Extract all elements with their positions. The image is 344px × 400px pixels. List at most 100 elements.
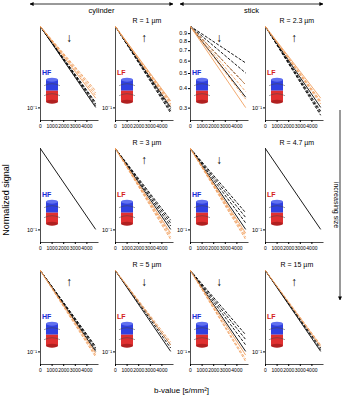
panel-title: R = 3 µm <box>133 139 162 147</box>
x-tick-label: 3000 <box>70 367 81 373</box>
y-tick-label: 10⁻¹ <box>27 105 37 111</box>
x-tick: 3000 <box>70 120 81 129</box>
icon-field <box>44 328 60 340</box>
icon-field <box>194 84 210 96</box>
y-tick-label: 10⁻¹ <box>27 349 37 355</box>
x-tick-label: 4000 <box>156 245 167 251</box>
panel-title: R = 2.3 µm <box>280 17 315 25</box>
y-tick: 0.4 <box>179 85 190 91</box>
y-tick: 10⁻¹ <box>252 227 265 233</box>
series-line <box>115 26 171 109</box>
icon-base <box>271 100 283 104</box>
icon-base <box>46 222 58 226</box>
lines <box>265 26 321 115</box>
x-tick-label: 2000 <box>133 123 144 129</box>
lines <box>40 270 96 357</box>
x-tick: 1000 <box>47 120 58 129</box>
panel: 0100020003000400010⁻¹LF↑R = 2.3 µm <box>252 17 323 129</box>
series-line <box>40 270 96 357</box>
x-tick-label: 4000 <box>156 123 167 129</box>
x-tick: 2000 <box>283 242 294 251</box>
y-axis: 10⁻¹ <box>252 271 265 365</box>
series-line <box>190 148 246 217</box>
cylinder-icon <box>194 78 210 104</box>
y-tick-label: 0.3 <box>179 105 187 111</box>
x-tick-label: 4000 <box>81 245 92 251</box>
x-tick-label: 3000 <box>220 367 231 373</box>
x-tick: 4000 <box>306 364 317 373</box>
y-tick: 10⁻¹ <box>102 349 115 355</box>
series-line <box>115 270 171 345</box>
x-tick-label: 1000 <box>47 123 58 129</box>
x-tick: 3000 <box>145 364 156 373</box>
x-tick: 2000 <box>283 120 294 129</box>
series-line <box>265 270 321 345</box>
y-tick: 0.5 <box>179 70 190 76</box>
x-tick: 1000 <box>122 120 133 129</box>
x-tick: 2000 <box>133 364 144 373</box>
icon-field <box>119 84 135 96</box>
y-tick-mark <box>38 229 40 230</box>
trend-arrow: ↑ <box>141 153 147 167</box>
x-tick: 1000 <box>272 364 283 373</box>
series-line <box>265 270 321 351</box>
x-tick-label: 3000 <box>220 245 231 251</box>
x-axis: 01000200030004000 <box>264 242 323 251</box>
x-tick-label: 0 <box>264 123 267 129</box>
series-line <box>40 148 96 229</box>
icon-cap <box>121 322 133 326</box>
lines <box>190 148 246 240</box>
y-axis-line <box>265 27 266 121</box>
x-tick: 2000 <box>208 120 219 129</box>
lines <box>115 148 171 240</box>
x-axis-line <box>191 364 249 365</box>
x-tick-label: 3000 <box>145 123 156 129</box>
x-tick-label: 4000 <box>81 123 92 129</box>
lines <box>265 270 321 351</box>
x-tick-label: 1000 <box>272 367 283 373</box>
icon-cap <box>46 78 58 82</box>
field-label: LF <box>267 313 276 320</box>
y-tick-label: 0.6 <box>179 58 187 64</box>
lines <box>115 270 171 351</box>
x-tick-label: 0 <box>39 123 42 129</box>
x-axis-line <box>41 364 99 365</box>
x-axis: 01000200030004000 <box>264 120 323 129</box>
x-axis: 01000200030004000 <box>264 364 323 373</box>
y-axis: 10⁻¹ <box>252 27 265 121</box>
y-tick: 10⁻¹ <box>177 227 190 233</box>
icon-base <box>196 222 208 226</box>
x-tick: 0 <box>114 364 117 373</box>
x-axis: 01000200030004000 <box>114 242 173 251</box>
cylinder-icon <box>194 200 210 226</box>
y-axis-line <box>40 149 41 243</box>
x-tick-label: 2000 <box>133 367 144 373</box>
series-line <box>115 270 171 342</box>
icon-field <box>194 328 210 340</box>
x-axis-line <box>266 364 324 365</box>
y-tick-label: 0.5 <box>179 70 187 76</box>
series-line <box>115 26 171 107</box>
x-tick: 1000 <box>197 120 208 129</box>
lines <box>40 26 96 107</box>
cylinder-icon <box>119 322 135 348</box>
series-line <box>115 148 171 226</box>
y-tick-mark <box>188 73 190 74</box>
x-tick: 2000 <box>283 364 294 373</box>
x-tick-label: 4000 <box>231 245 242 251</box>
icon-field <box>44 84 60 96</box>
figure: cylinderstickNormalized signalb-value [s… <box>0 0 344 400</box>
y-axis-line <box>40 27 41 121</box>
x-tick-label: 2000 <box>208 123 219 129</box>
x-tick: 0 <box>39 364 42 373</box>
trend-arrow: ↑ <box>66 275 72 289</box>
x-tick-label: 2000 <box>283 123 294 129</box>
y-tick-mark <box>263 229 265 230</box>
series-line <box>190 148 246 240</box>
icon-field <box>269 84 285 96</box>
x-tick: 1000 <box>197 364 208 373</box>
series-line <box>40 26 96 107</box>
panel: 0100020003000400010⁻¹HF↑ <box>27 270 98 373</box>
x-tick-label: 1000 <box>197 245 208 251</box>
y-tick-label: 0.4 <box>179 85 187 91</box>
